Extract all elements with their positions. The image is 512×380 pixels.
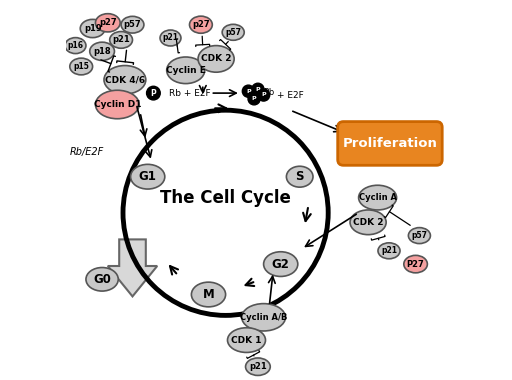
Text: p15: p15 [73,62,89,71]
Text: Cyclin D1: Cyclin D1 [94,100,141,109]
Circle shape [146,86,160,100]
Text: The Cell Cycle: The Cell Cycle [160,188,291,207]
Ellipse shape [110,32,133,48]
Text: CDK 2: CDK 2 [353,218,383,227]
Text: p19: p19 [84,24,101,33]
Text: p57: p57 [412,231,428,240]
Text: p21: p21 [381,246,397,255]
Ellipse shape [95,90,139,119]
Ellipse shape [198,46,234,72]
Ellipse shape [378,243,400,259]
Ellipse shape [95,14,120,32]
Text: P27: P27 [407,260,424,269]
Text: P: P [252,96,257,101]
Text: p27: p27 [192,20,210,29]
Circle shape [248,93,260,105]
Ellipse shape [227,328,266,353]
Ellipse shape [104,66,146,94]
Ellipse shape [242,304,286,331]
Circle shape [242,85,254,97]
Text: CDK 1: CDK 1 [231,336,262,345]
Ellipse shape [350,210,386,235]
Ellipse shape [189,16,212,33]
Text: P: P [255,87,260,92]
Ellipse shape [409,228,431,244]
Text: G0: G0 [93,273,111,286]
Text: + E2F: + E2F [277,91,304,100]
Text: p57: p57 [124,20,141,29]
Ellipse shape [160,30,181,46]
Text: P: P [261,92,266,98]
Polygon shape [108,239,157,296]
Text: p27: p27 [99,18,117,27]
Ellipse shape [404,255,428,273]
Text: G1: G1 [139,170,157,183]
Text: P: P [246,89,251,94]
Text: G2: G2 [272,258,290,271]
Ellipse shape [131,164,165,189]
Ellipse shape [70,58,93,75]
Text: p16: p16 [68,41,83,50]
Circle shape [258,89,270,101]
FancyBboxPatch shape [338,122,442,165]
Ellipse shape [286,166,313,187]
Text: Proliferation: Proliferation [343,137,437,150]
Text: Cyclin E: Cyclin E [166,66,206,75]
Text: p21: p21 [249,362,267,371]
Ellipse shape [65,38,86,54]
Text: CDK 2: CDK 2 [201,54,231,63]
Text: Cyclin A/B: Cyclin A/B [240,313,287,322]
Text: Cyclin A: Cyclin A [358,193,397,202]
Text: S: S [295,170,304,183]
Ellipse shape [358,185,397,210]
Text: P: P [151,89,156,98]
Ellipse shape [246,358,270,375]
Text: Rb/E2F: Rb/E2F [70,147,104,157]
Text: p18: p18 [93,47,111,56]
Text: CDK 4/6: CDK 4/6 [105,75,145,84]
Text: Rb + E2F: Rb + E2F [168,89,210,98]
Ellipse shape [86,268,118,291]
Ellipse shape [191,282,226,307]
Text: p21: p21 [112,35,130,44]
Ellipse shape [80,19,105,38]
Ellipse shape [121,16,144,33]
Circle shape [252,83,264,95]
Ellipse shape [90,42,115,60]
Text: Rb: Rb [264,88,275,97]
Ellipse shape [167,57,205,84]
Ellipse shape [222,24,244,40]
Text: p57: p57 [225,28,241,37]
Text: M: M [203,288,215,301]
Text: p21: p21 [162,33,179,43]
Ellipse shape [264,252,298,277]
